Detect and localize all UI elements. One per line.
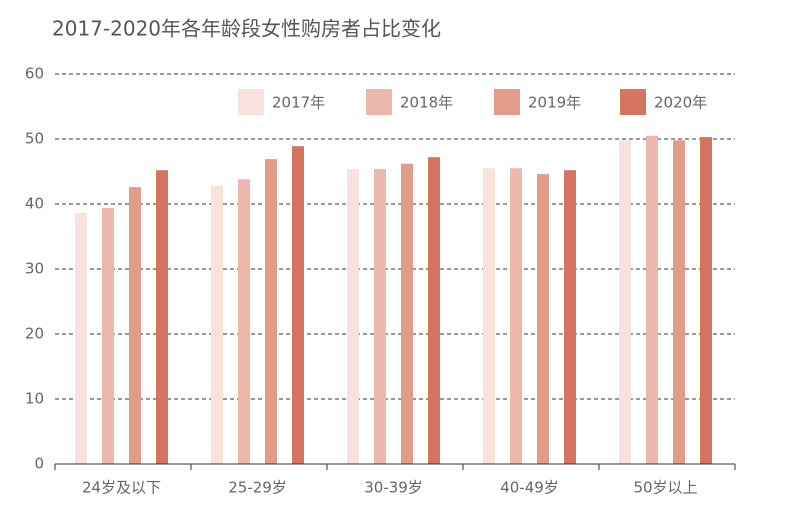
bar xyxy=(510,168,522,464)
x-tick-label: 40-49岁 xyxy=(500,479,559,497)
bar xyxy=(347,168,359,464)
y-tick-label: 20 xyxy=(25,325,44,343)
bar xyxy=(537,174,549,464)
bar xyxy=(265,159,277,464)
bar xyxy=(156,170,168,464)
chart-title: 2017-2020年各年龄段女性购房者占比变化 xyxy=(52,17,441,41)
bar xyxy=(646,135,658,464)
bar xyxy=(292,146,304,464)
y-tick-label: 50 xyxy=(25,130,44,148)
y-tick-label: 0 xyxy=(34,455,44,473)
bar xyxy=(401,163,413,464)
x-tick-label: 24岁及以下 xyxy=(82,479,161,497)
legend-swatch xyxy=(366,89,392,115)
y-tick-label: 10 xyxy=(25,390,44,408)
y-tick-label: 30 xyxy=(25,260,44,278)
legend-swatch xyxy=(238,89,264,115)
bar xyxy=(483,168,495,464)
y-tick-label: 60 xyxy=(25,65,44,83)
legend-swatch xyxy=(494,89,520,115)
x-tick-label: 25-29岁 xyxy=(228,479,287,497)
bar xyxy=(102,207,114,464)
bar xyxy=(75,213,87,464)
y-tick-label: 40 xyxy=(25,195,44,213)
bar xyxy=(700,137,712,465)
legend-label: 2017年 xyxy=(272,94,325,112)
legend-label: 2020年 xyxy=(654,94,707,112)
bar xyxy=(564,170,576,464)
bar xyxy=(211,185,223,465)
legend-swatch xyxy=(620,89,646,115)
legend-label: 2018年 xyxy=(400,94,453,112)
x-tick-label: 30-39岁 xyxy=(364,479,423,497)
bar xyxy=(374,168,386,464)
bar xyxy=(619,140,631,465)
bar xyxy=(673,140,685,465)
bar xyxy=(238,179,250,465)
legend-label: 2019年 xyxy=(528,94,581,112)
bar xyxy=(129,187,141,464)
x-tick-label: 50岁以上 xyxy=(633,479,697,497)
bar xyxy=(428,157,440,464)
